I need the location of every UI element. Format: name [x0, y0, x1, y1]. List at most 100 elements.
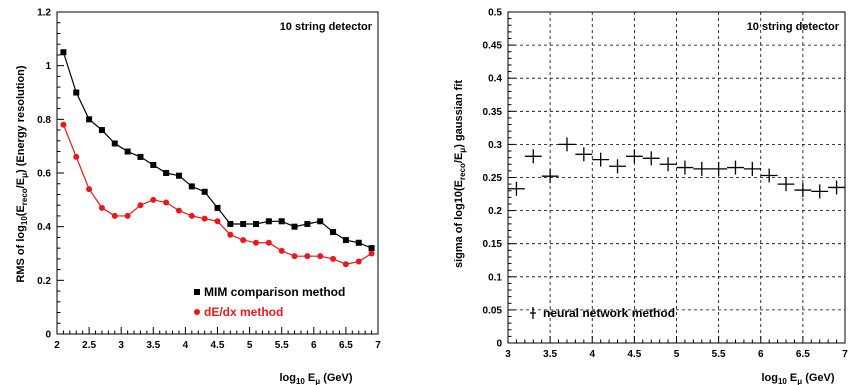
left-x-tick-label: 5.5 [275, 340, 289, 351]
right-y-tick-label: 0.35 [483, 107, 503, 118]
dedx-series-point [111, 212, 118, 219]
mim-series-point [355, 239, 362, 246]
left-x-tick-label: 6 [311, 340, 317, 351]
dedx-series-point [291, 253, 298, 260]
right-x-tick-label: 6.5 [796, 349, 810, 360]
right-y-tick-label: 0.25 [483, 173, 503, 184]
left-chart-panel: RMS of log10(Ereco/Eμ) (Energy resolutio… [15, 8, 381, 385]
right-y-tick-label: 0 [496, 339, 502, 350]
mim-series-point [253, 220, 260, 227]
dedx-series-point [163, 199, 170, 206]
right-y-tick-label: 0.2 [488, 206, 502, 217]
mim-series-point [368, 245, 375, 252]
mim-series-point [317, 218, 324, 225]
dedx-series-point [330, 255, 337, 262]
mim-series-point [227, 220, 234, 227]
left-y-tick-label: 0 [45, 330, 51, 341]
right-x-tick-label: 4 [589, 349, 595, 360]
legend-dedx-marker [194, 309, 200, 315]
right-x-axis-label: log10 Eμ (GeV) [761, 372, 834, 385]
dedx-series-point [86, 186, 93, 193]
mim-series-point [60, 49, 67, 56]
dedx-series-point [240, 237, 247, 244]
dedx-series-point [150, 196, 157, 203]
left-y-axis-label: RMS of log10(Ereco/Eμ) (Energy resolutio… [15, 65, 29, 282]
mim-series-point [98, 127, 105, 134]
dedx-series-point [317, 253, 324, 260]
dedx-series-point [214, 218, 221, 225]
dedx-series-point [368, 250, 375, 257]
right-y-tick-label: 0.05 [483, 305, 503, 316]
mim-series-point [291, 223, 298, 230]
mim-series-point [240, 220, 247, 227]
mim-series-point [201, 188, 208, 195]
left-y-tick-label: 1 [45, 61, 51, 72]
right-y-tick-label: 0.3 [488, 140, 502, 151]
left-x-tick-label: 3.5 [146, 340, 160, 351]
dedx-series-point [175, 207, 182, 214]
left-x-tick-label: 4.5 [211, 340, 225, 351]
left-y-tick-label: 1.2 [37, 8, 51, 19]
mim-series-point [150, 161, 157, 168]
right-x-tick-label: 3 [505, 349, 511, 360]
left-x-tick-label: 4 [183, 340, 189, 351]
mim-series-point [188, 183, 195, 190]
dedx-series-point [253, 239, 260, 246]
mim-series-point [304, 220, 311, 227]
right-y-tick-label: 0.45 [483, 41, 503, 52]
right-chart-title: 10 string detector [747, 21, 840, 33]
mim-series-point [163, 170, 170, 176]
left-x-tick-label: 7 [375, 340, 381, 351]
dedx-series-point [98, 204, 105, 211]
left-y-tick-label: 0.6 [37, 169, 51, 180]
right-chart-panel: sigma of log10(Ereco/Eμ) gaussian fit lo… [453, 8, 848, 385]
left-y-tick-label: 0.2 [37, 276, 51, 287]
mim-series-point [111, 140, 118, 147]
dedx-series-point [342, 261, 349, 268]
legend-mim-marker [194, 289, 200, 295]
right-x-tick-label: 3.5 [543, 349, 557, 360]
right-y-axis-label: sigma of log10(Ereco/Eμ) gaussian fit [453, 80, 467, 268]
mim-series-point [330, 229, 337, 236]
left-chart-title: 10 string detector [280, 21, 373, 33]
right-y-tick-label: 0.1 [488, 272, 502, 283]
dedx-series-point [188, 212, 195, 219]
mim-series-point [278, 218, 285, 225]
mim-series-point [214, 204, 221, 211]
right-x-tick-label: 4.5 [627, 349, 641, 360]
dedx-series-point [124, 212, 131, 219]
left-y-tick-label: 0.8 [37, 115, 51, 126]
mim-series-point [124, 148, 131, 155]
right-x-tick-label: 5.5 [712, 349, 726, 360]
dedx-series-point [73, 153, 80, 160]
right-x-tick-label: 7 [842, 349, 848, 360]
left-x-tick-label: 2.5 [82, 340, 96, 351]
dedx-series-line [62, 124, 372, 265]
dedx-series-point [227, 231, 234, 238]
left-x-tick-label: 5 [247, 340, 253, 351]
dedx-series-point [137, 202, 144, 209]
dedx-series-point [265, 239, 272, 246]
left-x-tick-label: 6.5 [339, 340, 353, 351]
left-x-tick-label: 3 [118, 340, 124, 351]
dedx-series-point [60, 121, 67, 128]
mim-series-point [342, 237, 349, 244]
legend-mim-label: MIM comparison method [204, 285, 345, 299]
legend-nn-label: neural network method [543, 306, 675, 320]
mim-series-point [86, 116, 93, 123]
right-x-tick-label: 6 [758, 349, 764, 360]
mim-series-point [265, 218, 272, 225]
left-x-axis-label: log10 Eμ (GeV) [279, 372, 352, 385]
right-x-tick-label: 5 [674, 349, 680, 360]
mim-series-point [175, 172, 182, 179]
right-y-tick-label: 0.4 [488, 74, 502, 85]
dedx-series-point [201, 215, 208, 222]
right-y-tick-label: 0.15 [483, 239, 503, 250]
mim-series-point [137, 153, 144, 160]
dedx-series-point [304, 253, 311, 260]
left-x-tick-label: 2 [54, 340, 60, 351]
right-y-tick-label: 0.5 [488, 8, 502, 19]
left-y-tick-label: 0.4 [37, 222, 51, 233]
dedx-series-point [355, 258, 362, 265]
